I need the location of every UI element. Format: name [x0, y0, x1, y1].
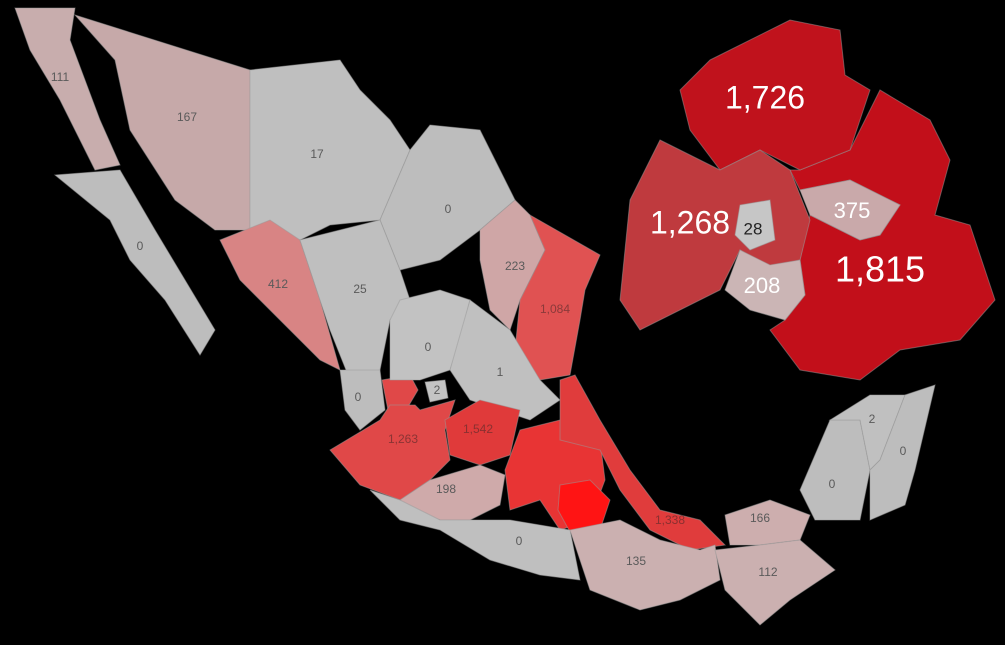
region-label: 112	[758, 565, 777, 579]
region-label: 1,815	[835, 249, 925, 290]
region	[449, 299, 561, 421]
region	[444, 399, 521, 466]
region-label: 0	[445, 202, 452, 216]
region	[514, 213, 601, 381]
region-label: 1,084	[540, 302, 570, 316]
region-label: 375	[834, 198, 871, 223]
region-label: 0	[137, 239, 144, 253]
region-label: 0	[425, 340, 432, 354]
region	[369, 489, 581, 581]
region-label: 1	[497, 365, 504, 379]
region-label: 0	[900, 444, 907, 458]
region-label: 1,268	[650, 204, 730, 240]
region	[569, 519, 721, 611]
region-label: 1,726	[725, 79, 805, 115]
region-labels: 111 167 17 0 0 223 412 25 1,084 0 1 0 2 1,263 1,542 198…	[51, 70, 925, 579]
region-label: 0	[355, 390, 362, 404]
region-label: 17	[310, 147, 324, 161]
region	[339, 369, 386, 431]
region-label: 0	[829, 477, 836, 491]
region-label: 198	[436, 482, 456, 496]
region	[714, 539, 836, 626]
region-label: 135	[626, 554, 646, 568]
region	[799, 179, 901, 241]
region-label: 1,263	[388, 432, 418, 446]
region	[734, 199, 776, 251]
region	[424, 379, 449, 403]
region	[53, 169, 216, 356]
region	[679, 19, 871, 171]
region-label: 2	[869, 412, 876, 426]
region-label: 25	[353, 282, 367, 296]
regions	[14, 7, 996, 626]
region-label: 1,338	[655, 513, 685, 527]
region	[14, 7, 121, 171]
region-label: 28	[744, 219, 763, 238]
region-label: 1,542	[463, 422, 493, 436]
region-label: 412	[268, 277, 288, 291]
region-label: 208	[744, 273, 781, 298]
region-label: 223	[505, 259, 525, 273]
region-label: 2	[434, 383, 441, 397]
region-label: 166	[750, 511, 770, 525]
region-label: 0	[516, 534, 523, 548]
region	[869, 384, 936, 521]
region	[559, 374, 727, 551]
region-label: 167	[177, 110, 197, 124]
region-label: 111	[51, 70, 70, 84]
region	[724, 249, 806, 321]
